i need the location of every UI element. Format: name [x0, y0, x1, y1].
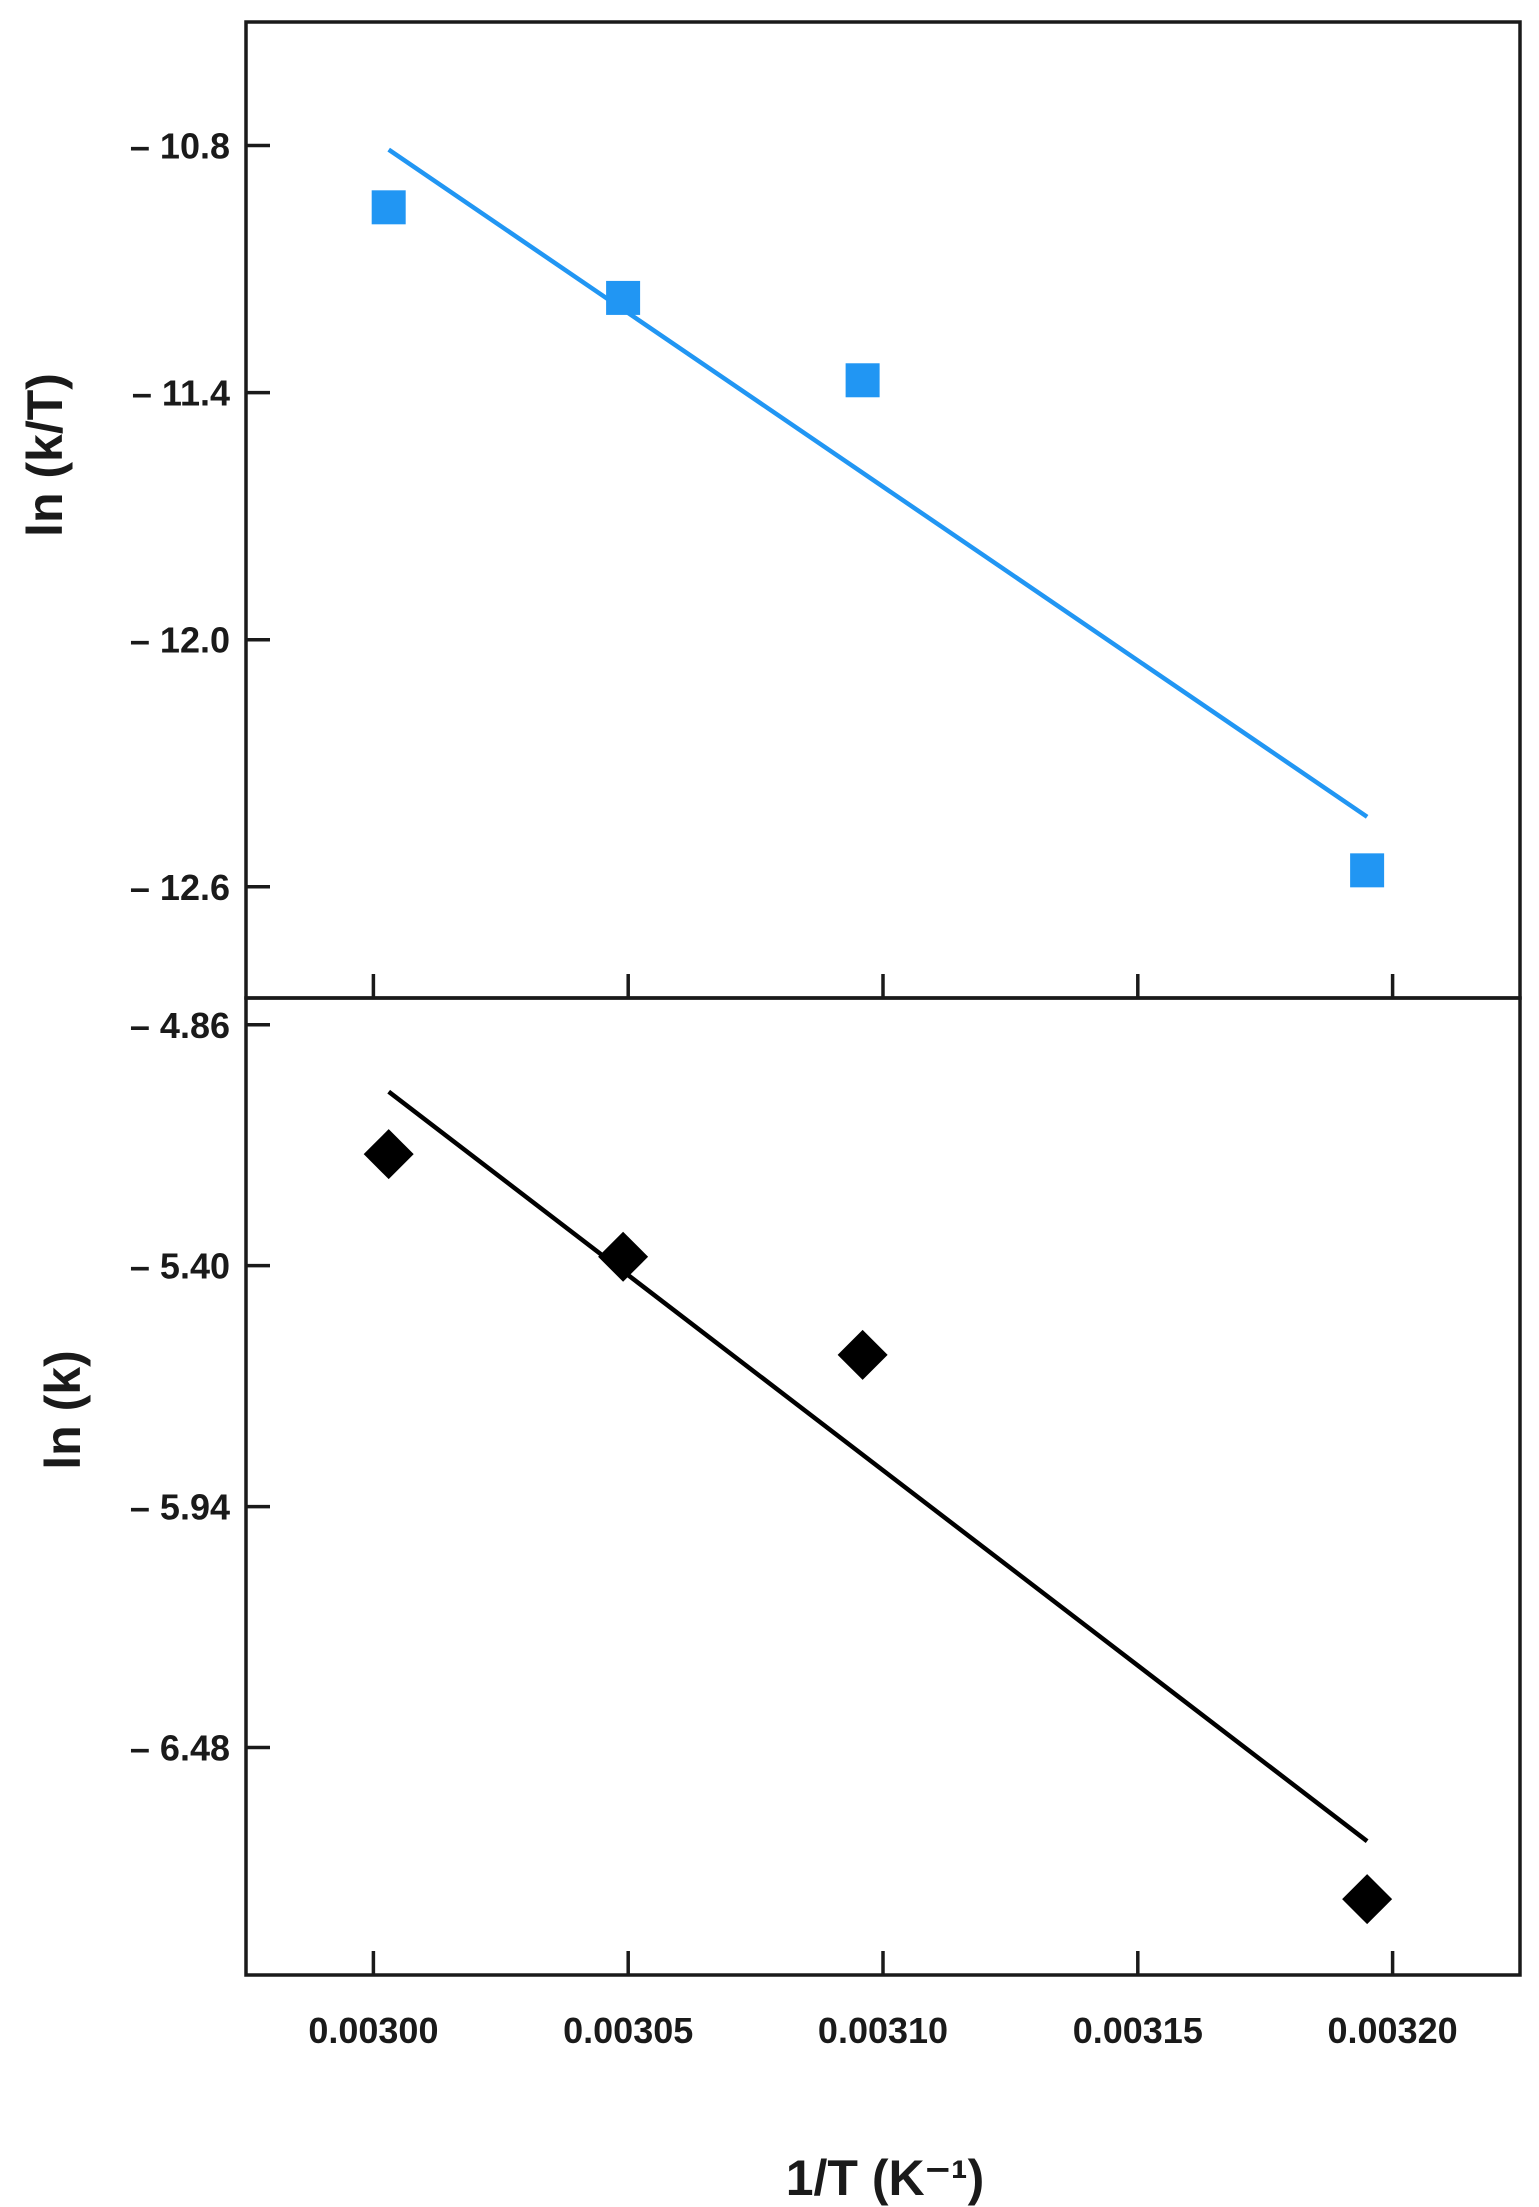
y-tick-label: – 5.94 [130, 1487, 230, 1528]
fit-line [387, 147, 1369, 819]
x-tick-label: 0.00320 [1328, 2010, 1458, 2051]
y-tick-label: – 4.86 [130, 1005, 230, 1046]
data-point [837, 1329, 888, 1380]
bottom-panel: – 4.86 – 5.40 – 5.94 – 6.48 0.00300 0.00305 0.… [130, 996, 1522, 2051]
data-point [1350, 853, 1385, 888]
x-tick-label: 0.00305 [563, 2010, 693, 2051]
plot-frame [244, 996, 1522, 1977]
y-tick-label: – 12.0 [130, 620, 230, 661]
top-y-axis-title: ln (k/T) [17, 373, 73, 537]
data-point [363, 1129, 414, 1180]
bottom-y-axis-title: ln (k) [35, 1350, 91, 1469]
fit-line [387, 1089, 1369, 1843]
y-tick-label: – 5.40 [130, 1246, 230, 1287]
data-point [606, 280, 641, 315]
plot-frame [244, 20, 1522, 1000]
data-point [371, 190, 406, 225]
x-axis-title: 1/T (K⁻¹) [786, 2150, 985, 2206]
data-point [845, 363, 880, 398]
y-tick-label: – 11.4 [132, 373, 230, 414]
x-tick-label: 0.00315 [1073, 2010, 1203, 2051]
top-panel: – 10.8 – 11.4 – 12.0 – 12.6 [130, 20, 1522, 1000]
data-point [1342, 1874, 1393, 1925]
x-tick-label: 0.00300 [308, 2010, 438, 2051]
y-tick-label: – 12.6 [130, 867, 230, 908]
x-tick-label: 0.00310 [818, 2010, 948, 2051]
y-tick-label: – 6.48 [130, 1727, 230, 1768]
data-point [598, 1231, 649, 1282]
y-tick-label: – 10.8 [130, 126, 230, 167]
